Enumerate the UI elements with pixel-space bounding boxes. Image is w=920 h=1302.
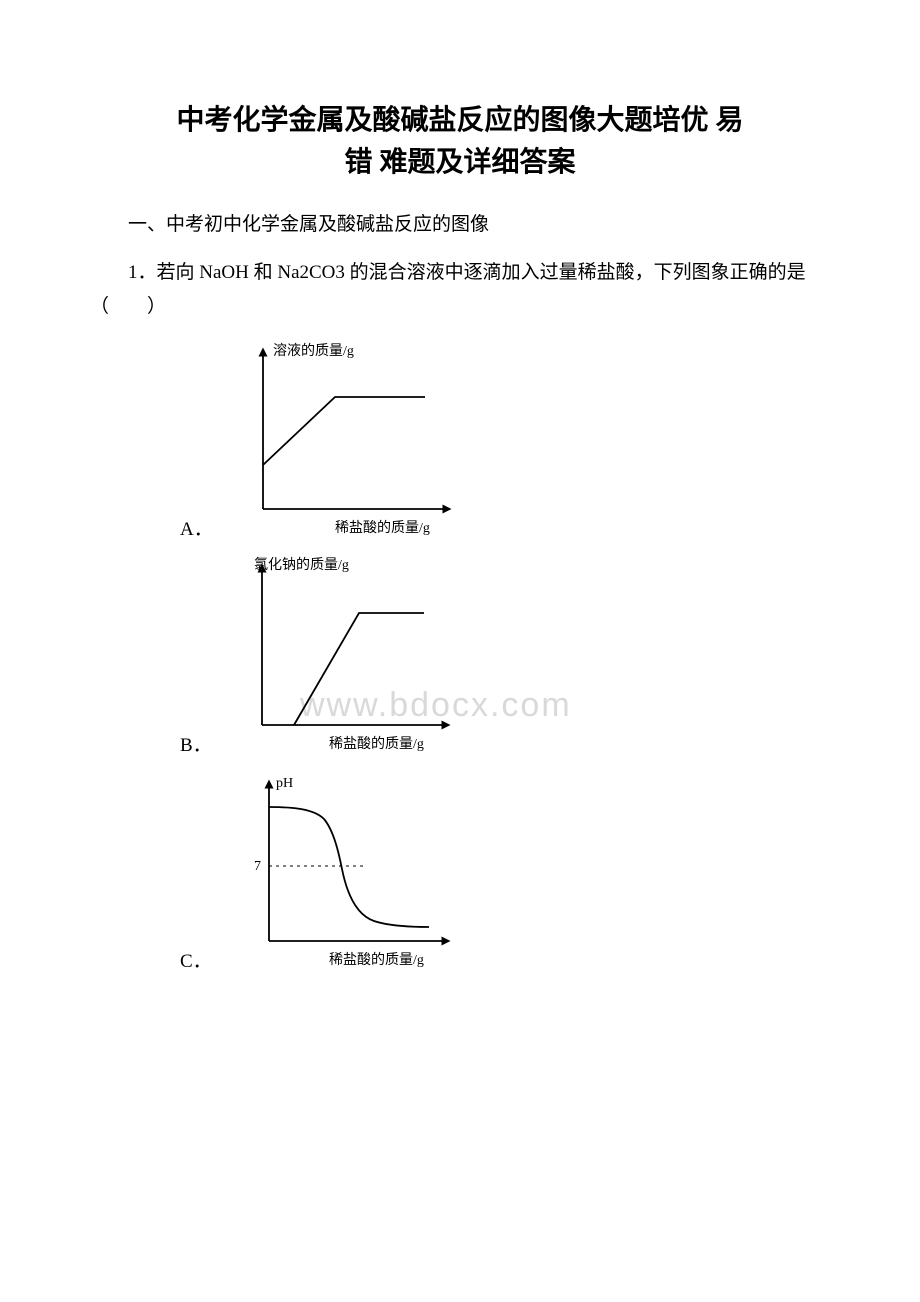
choice-b-chart: 氯化钠的质量/g 稀盐酸的质量/g <box>224 553 464 763</box>
title-line-1: 中考化学金属及酸碱盐反应的图像大题培优 易 <box>176 105 743 136</box>
choice-a-chart: 溶液的质量/g 稀盐酸的质量/g <box>225 337 465 547</box>
choice-a-label: A． <box>180 514 213 541</box>
chart-b-xlabel: 稀盐酸的质量/g <box>329 736 424 752</box>
page-content: 中考化学金属及酸碱盐反应的图像大题培优 易 错 难题及详细答案 一、中考初中化学… <box>90 100 830 979</box>
choice-c-label: C． <box>180 946 212 973</box>
chart-c-ylabel: pH <box>276 776 293 791</box>
chart-c-ytick: 7 <box>254 859 261 874</box>
choice-c-row: C． 7 pH 稀盐酸的质量/g <box>180 769 830 979</box>
choice-b-label: B． <box>180 730 212 757</box>
section-heading: 一、中考初中化学金属及酸碱盐反应的图像 <box>90 208 830 242</box>
choice-b-row: B． 氯化钠的质量/g 稀盐酸的质量/g <box>180 553 830 763</box>
title-line-2: 错 难题及详细答案 <box>344 147 575 178</box>
question-text: 1．若向 NaOH 和 Na2CO3 的混合溶液中逐滴加入过量稀盐酸，下列图象正… <box>90 256 830 324</box>
choice-a-row: A． 溶液的质量/g 稀盐酸的质量/g <box>180 337 830 547</box>
chart-b-ylabel: 氯化钠的质量/g <box>254 557 349 573</box>
chart-a-xlabel: 稀盐酸的质量/g <box>335 520 430 536</box>
chart-a-ylabel: 溶液的质量/g <box>273 343 354 359</box>
document-title: 中考化学金属及酸碱盐反应的图像大题培优 易 错 难题及详细答案 <box>90 100 830 184</box>
choice-c-chart: 7 pH 稀盐酸的质量/g <box>224 769 464 979</box>
chart-c-xlabel: 稀盐酸的质量/g <box>329 952 424 968</box>
